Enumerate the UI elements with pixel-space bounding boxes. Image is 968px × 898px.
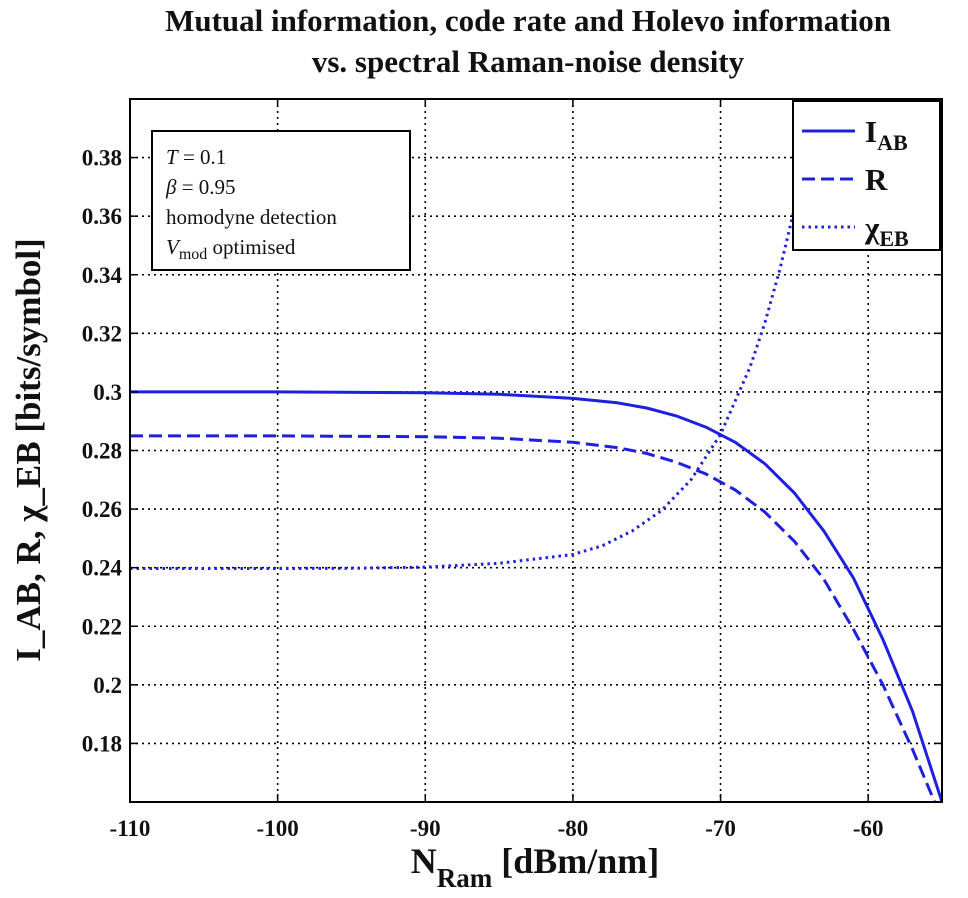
axis-ticks: -110 -100 -90 -80 -70 -60 0.18 0.2 0.22 0.24 0.26 0… xyxy=(82,99,942,841)
annotation-frame xyxy=(151,130,411,271)
annotation-line: Vmod optimised xyxy=(166,235,296,263)
x-axis-label: NRam [dBm/nm] xyxy=(411,841,660,893)
y-tick-label: 0.28 xyxy=(82,439,122,464)
x-tick-label: -100 xyxy=(257,816,299,841)
y-tick-label: 0.3 xyxy=(93,380,122,405)
series-line-R xyxy=(130,434,936,802)
legend-box xyxy=(792,100,941,251)
legend-label: χEB xyxy=(864,210,909,251)
y-tick-label: 0.36 xyxy=(82,204,122,229)
x-tick-label: -90 xyxy=(410,816,441,841)
y-tick-label: 0.22 xyxy=(82,614,122,639)
series-lines xyxy=(130,99,942,802)
x-tick-label: -60 xyxy=(853,816,884,841)
x-tick-label: -70 xyxy=(705,816,736,841)
x-tick-label: -110 xyxy=(110,816,151,841)
chart-title-line-1: Mutual information, code rate and Holevo… xyxy=(165,3,891,38)
y-tick-label: 0.2 xyxy=(93,673,122,698)
x-axis-label-text: NRam [dBm/nm] xyxy=(411,841,660,893)
chart-title-line-2: vs. spectral Raman-noise density xyxy=(312,44,745,79)
y-tick-label: 0.34 xyxy=(82,263,123,288)
annotation-line: T = 0.1 xyxy=(166,145,226,169)
y-tick-label: 0.32 xyxy=(82,321,122,346)
series-line-Iab xyxy=(130,390,942,802)
annotation-line: β = 0.95 xyxy=(165,175,236,199)
annotation-line: homodyne detection xyxy=(166,205,337,229)
legend-label: IAB xyxy=(865,114,908,155)
y-axis-label: I_AB, R, χ_EB [bits/symbol] xyxy=(9,238,48,662)
y-axis-label-text: I_AB, R, χ_EB [bits/symbol] xyxy=(9,238,48,662)
y-tick-label: 0.24 xyxy=(82,556,123,581)
y-tick-label: 0.38 xyxy=(82,146,122,171)
y-tick-label: 0.18 xyxy=(82,731,122,756)
annotation-box: T = 0.1 β = 0.95 homodyne detection Vmod op… xyxy=(151,130,411,271)
legend-label: R xyxy=(865,162,888,197)
x-tick-label: -80 xyxy=(558,816,589,841)
y-tick-label: 0.26 xyxy=(82,497,122,522)
chart-title: Mutual information, code rate and Holevo… xyxy=(165,3,891,79)
